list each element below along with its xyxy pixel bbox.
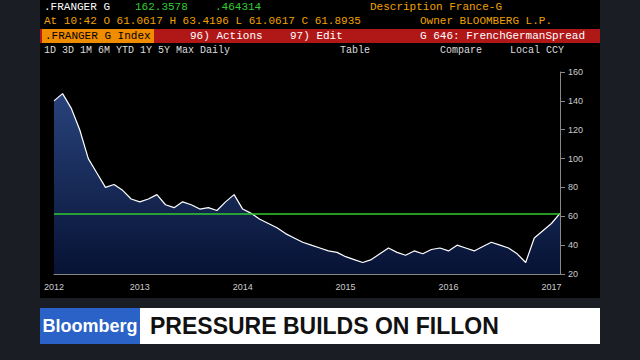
svg-text:20: 20 (568, 269, 578, 279)
svg-text:2016: 2016 (438, 282, 458, 292)
html-text:Owner BLOOMBERG L.P.: Owner BLOOMBERG L.P. (420, 15, 552, 27)
html-text:97) Edit: 97) Edit (290, 30, 343, 42)
svg-text:100: 100 (568, 154, 583, 164)
html-text:Compare: Compare (440, 45, 482, 56)
html-text:96) Actions: 96) Actions (190, 30, 263, 42)
svg-text:2014: 2014 (233, 282, 253, 292)
svg-text:2012: 2012 (44, 282, 64, 292)
html-text:Description France-G: Description France-G (370, 1, 502, 13)
html-text:.464314: .464314 (215, 1, 262, 13)
svg-text:160: 160 (568, 67, 583, 77)
svg-text:80: 80 (568, 182, 578, 192)
svg-text:140: 140 (568, 96, 583, 106)
html-text:Local CCY: Local CCY (510, 45, 564, 56)
html-text:1D 3D 1M 6M YTD 1Y 5Y Max Dail: 1D 3D 1M 6M YTD 1Y 5Y Max Daily (44, 45, 230, 56)
svg-text:120: 120 (568, 125, 583, 135)
svg-text:2017: 2017 (541, 282, 561, 292)
html-text:PRESSURE BUILDS ON FILLON: PRESSURE BUILDS ON FILLON (150, 313, 499, 339)
svg-text:60: 60 (568, 211, 578, 221)
html-text:Bloomberg: Bloomberg (42, 316, 138, 336)
html-text:At 10:42 O 61.0617 H 63.4196 L: At 10:42 O 61.0617 H 63.4196 L 61.0617 C… (44, 15, 361, 27)
html-text:G 646: FrenchGermanSpread: G 646: FrenchGermanSpread (420, 30, 585, 42)
svg-text:40: 40 (568, 240, 578, 250)
html-text:162.3578: 162.3578 (135, 1, 188, 13)
html-text:.FRANGER G Index: .FRANGER G Index (45, 30, 151, 42)
svg-text:2013: 2013 (130, 282, 150, 292)
svg-text:2015: 2015 (336, 282, 356, 292)
html-text:Table: Table (340, 45, 370, 56)
html-text:.FRANGER G: .FRANGER G (44, 1, 110, 13)
